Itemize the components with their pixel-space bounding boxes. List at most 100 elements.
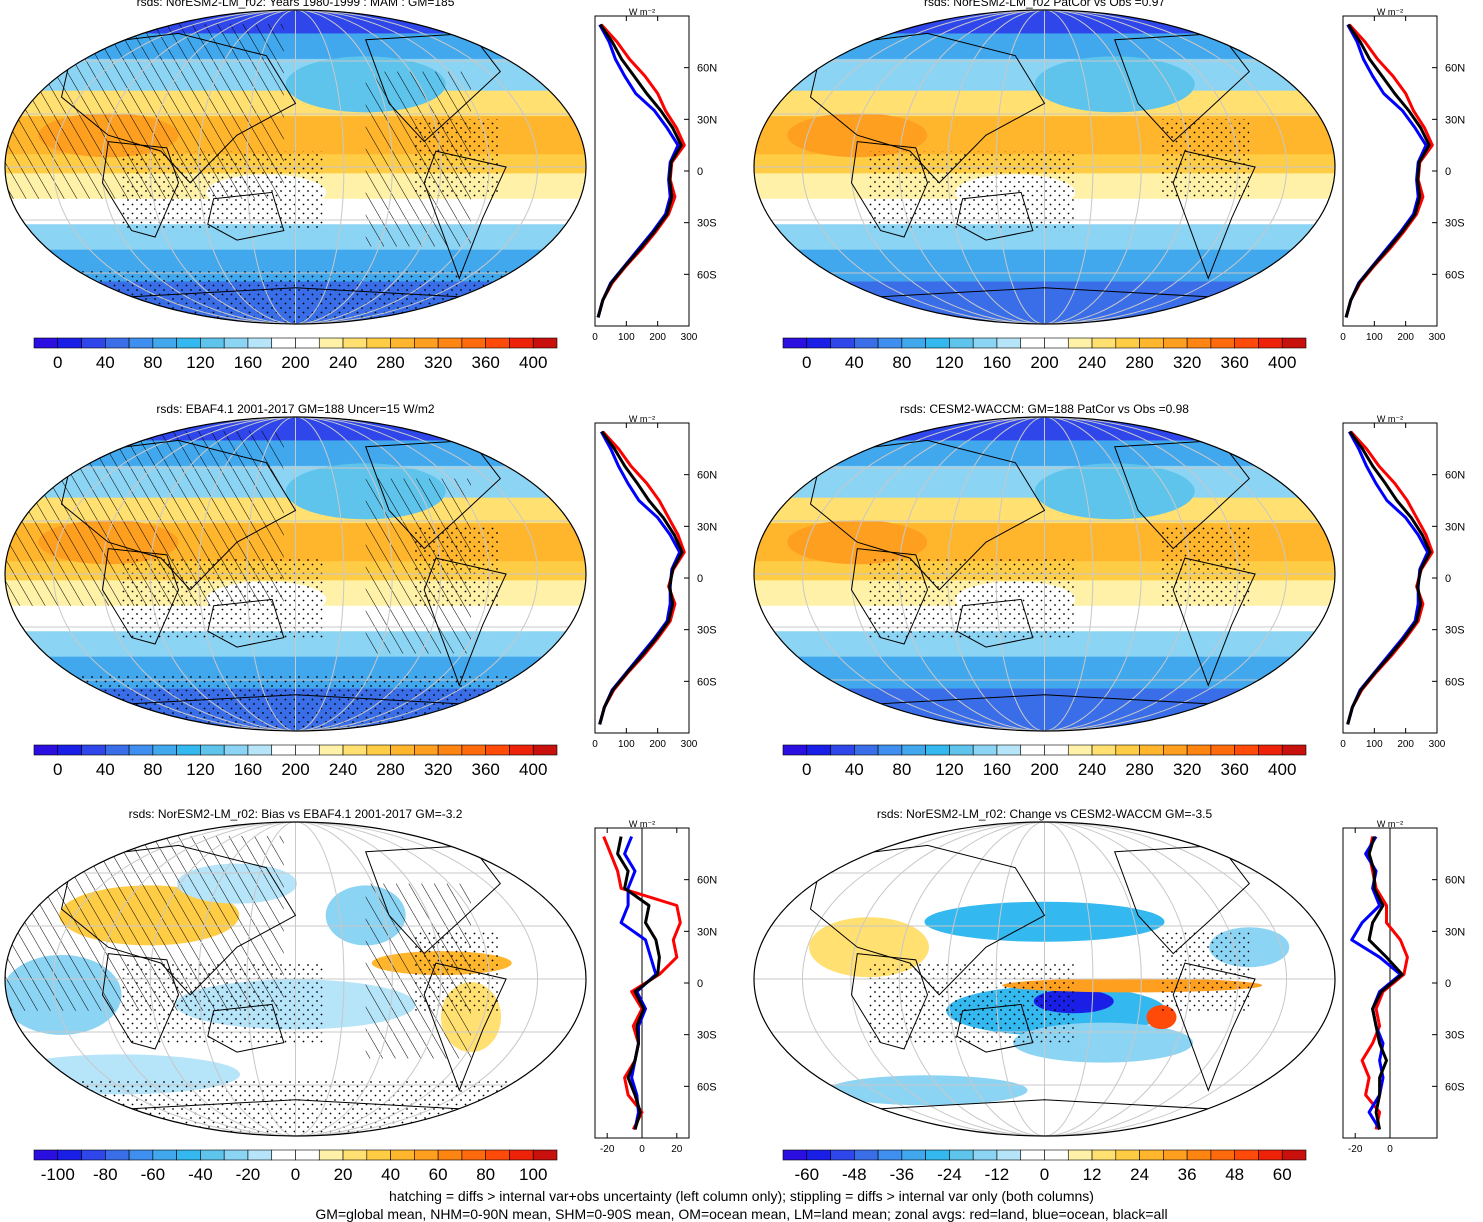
colorbar-swatch [295,1149,320,1161]
colorbar-label: 280 [376,760,404,779]
profile-ytick-label: 0 [1445,166,1451,178]
colorbar-label: 360 [471,353,499,372]
colorbar-swatch [1281,1149,1307,1161]
profile-ytick-label: 30N [1445,521,1465,533]
colorbar-swatch [247,337,273,349]
colorbar-label: 320 [424,353,452,372]
colorbar-swatch [854,744,879,756]
graticule-meridian [101,10,296,324]
graticule-meridian [1044,10,1239,324]
colorbar-swatch [295,337,320,349]
stippling-region [412,119,501,199]
colorbar-label: 24 [1130,1165,1149,1184]
profile-xtick-label: 300 [1429,739,1446,750]
colorbar-swatch [782,1149,808,1161]
colorbar-label: 360 [471,760,499,779]
profile-xtick-label: 200 [1397,332,1414,343]
coastline [207,191,285,241]
coastline [61,287,530,302]
profile-ytick-label: 30N [1445,926,1465,938]
map-field [754,822,1335,1136]
colorbar-label: -100 [41,1165,75,1184]
profile-xtick-label: 200 [649,739,666,750]
colorbar-swatch [1258,744,1283,756]
graticule-meridian [295,417,538,731]
profile-ytick-label: 60S [1445,1081,1465,1093]
graticule-meridian [1044,10,1094,324]
colorbar-swatch [1163,744,1188,756]
colorbar-swatch [57,744,82,756]
colorbar-swatch [105,744,130,756]
colorbar-swatch [33,337,59,349]
graticule-meridian [995,822,1045,1136]
colorbar-swatch [532,1149,558,1161]
panel-1: rsds: NorESM2-LM_r02: Years 1980-1999 : … [4,0,717,372]
map-anomaly [1034,56,1195,113]
profile-xtick-label: 20 [671,1144,683,1155]
colorbar-label: 360 [1220,353,1248,372]
graticule-meridian [149,822,296,1136]
colorbar-label: 280 [376,353,404,372]
colorbar-label: 20 [334,1165,353,1184]
colorbar-swatch [461,1149,486,1161]
coastline [207,1003,285,1053]
map-border [753,821,1336,1137]
stippling-region [1161,931,1250,1011]
coastline [956,191,1034,241]
colorbar-swatch [152,337,177,349]
graticule-meridian [149,417,296,731]
profile-ytick-label: 0 [1445,978,1451,990]
coastline [101,548,180,645]
map-border [4,416,587,732]
profile-frame [594,422,690,734]
profile-ytick-label: 0 [697,166,703,178]
graticule-meridian [1044,822,1142,1136]
colorbar-swatch [509,337,534,349]
profile-ytick-label: 30N [697,926,717,938]
profile-unit: W m⁻² [1377,819,1403,829]
graticule-meridian [802,417,1045,731]
colorbar-label: 120 [186,760,214,779]
profile-ytick-label: 60N [697,63,717,75]
colorbar-swatch [925,744,950,756]
map-border [4,821,587,1137]
panel-5: rsds: NorESM2-LM_r02: Bias vs EBAF4.1 20… [4,807,717,1184]
colorbar-swatch [200,337,225,349]
colorbar-swatch [1210,337,1235,349]
profile-ytick-label: 0 [697,978,703,990]
colorbar-swatch [1139,744,1164,756]
graticule-meridian [198,10,296,324]
map-anomaly [827,1075,1028,1106]
profile-frame [594,15,690,327]
graticule-meridian [53,417,296,731]
colorbar-swatch [1163,1149,1188,1161]
colorbar-swatch [105,1149,130,1161]
colorbar-swatch [806,1149,831,1161]
graticule-meridian [246,10,296,324]
graticule-meridian [1044,822,1094,1136]
colorbar-swatch [318,1149,344,1161]
colorbar-swatch [342,337,368,349]
stippling-region [412,931,501,1011]
profile-line-all [616,836,661,1130]
stippling-region [869,963,1074,1043]
map-anomaly [1146,1005,1177,1030]
colorbar-swatch [1258,1149,1283,1161]
coastline [60,439,297,591]
colorbar-swatch [1186,1149,1212,1161]
graticule-meridian [850,10,1045,324]
colorbar-swatch [532,337,558,349]
profile-ytick-label: 30S [1445,218,1465,230]
colorbar-swatch [854,1149,879,1161]
colorbar-swatch [390,744,415,756]
panel-title: rsds: EBAF4.1 2001-2017 GM=188 Uncer=15 … [156,402,434,416]
coastline [810,1099,1279,1114]
colorbar-swatch [152,744,177,756]
coastline [956,1003,1034,1053]
coastline [423,150,507,280]
colorbar-label: -60 [794,1165,819,1184]
colorbar-label: 400 [519,353,547,372]
colorbar-label: 160 [983,760,1011,779]
graticule-meridian [295,822,442,1136]
